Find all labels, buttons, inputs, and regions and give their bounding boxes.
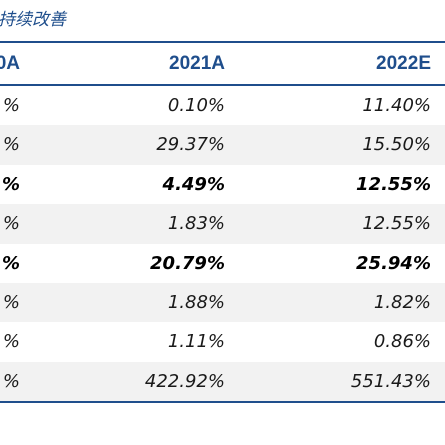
table-row: % 4.49% 12.55% (0, 165, 445, 204)
table-cell-c1: 1.83% (167, 213, 225, 235)
table-bottom-rule (0, 401, 445, 403)
table-cell-c0: % (2, 291, 20, 313)
table-cell-c2: 551.43% (350, 370, 431, 392)
table-cell-c1: 20.79% (150, 252, 225, 274)
table-cell-c0: % (2, 134, 20, 156)
table-cell-c1: 422.92% (144, 370, 225, 392)
table-cell-c1: 4.49% (162, 173, 225, 195)
table-cell-c2: 1.82% (373, 291, 431, 313)
table-cell-c1: 0.10% (167, 95, 225, 116)
table-cell-c2: 25.94% (356, 252, 431, 274)
table-cell-c2: 12.55% (356, 173, 431, 195)
table-cell-c0: % (2, 213, 20, 235)
table-cell-c2: 15.50% (362, 134, 431, 156)
table-cell-c1: 1.88% (167, 291, 225, 313)
table-row: % 0.10% 11.40% (0, 86, 445, 125)
table-body: % 0.10% 11.40%% 29.37% 15.50%% 4.49% 12.55%% 1.… (0, 86, 445, 402)
table-cell-c2: 12.55% (362, 213, 431, 235)
table-cell-c0: % (1, 252, 20, 274)
table-cell-c1: 29.37% (156, 134, 225, 156)
header-cell-2021a: 2021A (169, 53, 225, 74)
table-header-row: 0A 2021A 2022E (0, 43, 445, 84)
table-cell-c2: 11.40% (362, 95, 431, 116)
table-header-rule (0, 84, 445, 86)
table-row: % 422.92% 551.43% (0, 361, 445, 402)
table-cell-c0: % (2, 331, 20, 353)
table-cell-c0: % (2, 95, 20, 116)
table-row: % 20.79% 25.94% (0, 244, 445, 283)
header-cell-2022e: 2022E (376, 53, 431, 74)
table-top-rule (0, 41, 445, 43)
header-cell-partial: 0A (0, 53, 20, 74)
table-caption: 持续改善 (0, 10, 66, 30)
table-row: % 1.11% 0.86% (0, 322, 445, 361)
table-row: % 1.83% 12.55% (0, 204, 445, 244)
table-row: % 29.37% 15.50% (0, 125, 445, 165)
table-cell-c0: % (1, 173, 20, 195)
table-cell-c2: 0.86% (373, 331, 431, 353)
table-row: % 1.88% 1.82% (0, 282, 445, 323)
table-cell-c1: 1.11% (167, 331, 225, 353)
table-cell-c0: % (2, 370, 20, 392)
